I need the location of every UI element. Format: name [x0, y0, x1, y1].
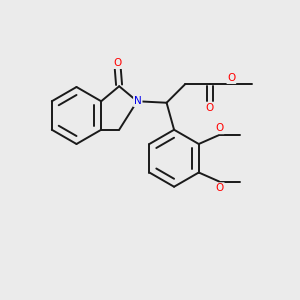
- Text: O: O: [227, 73, 236, 83]
- Text: O: O: [114, 58, 122, 68]
- Text: O: O: [206, 103, 214, 113]
- Text: O: O: [216, 183, 224, 193]
- Text: O: O: [216, 123, 224, 134]
- Text: N: N: [134, 96, 142, 106]
